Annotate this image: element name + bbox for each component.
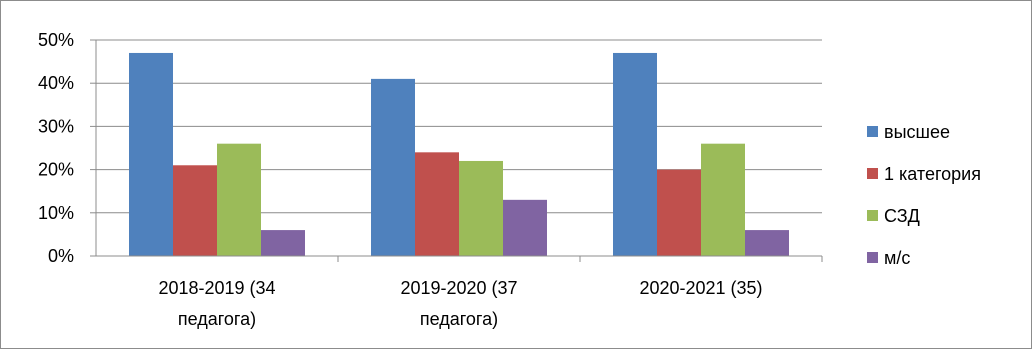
x-tick-labels: 2018-2019 (34 педагога) 2019-2020 (37 педаг… <box>158 278 762 329</box>
bar-4-2 <box>503 199 547 256</box>
bar-4-3 <box>745 230 789 256</box>
bar-3-1 <box>217 143 261 256</box>
legend-label-1: высшее <box>884 122 950 142</box>
axes <box>90 39 823 262</box>
y-tick-label: 0% <box>48 246 74 266</box>
legend-swatch-1 <box>867 126 878 137</box>
x-tick-label: 2019-2020 (37 <box>400 278 517 298</box>
legend-label-2: 1 категория <box>884 164 981 184</box>
bars <box>129 52 789 257</box>
y-tick-label: 20% <box>38 160 74 180</box>
legend-swatch-2 <box>867 168 878 179</box>
y-tick-labels: 0% 10% 20% 30% 40% 50% <box>38 30 74 266</box>
y-tick-label: 30% <box>38 116 74 136</box>
x-tick-label: 2020-2021 (35) <box>639 278 762 298</box>
legend-label-3: СЗД <box>884 206 920 226</box>
x-tick-label: педагога) <box>178 309 256 329</box>
bar-1-1 <box>129 52 173 257</box>
x-tick-label: педагога) <box>420 309 498 329</box>
bar-1-3 <box>613 52 657 257</box>
bar-2-1 <box>173 165 217 256</box>
y-tick-label: 40% <box>38 73 74 93</box>
bar-1-2 <box>371 78 415 256</box>
y-tick-label: 50% <box>38 30 74 50</box>
y-tick-label: 10% <box>38 203 74 223</box>
bar-2-3 <box>657 169 701 256</box>
legend: высшее 1 категория СЗД м/с <box>867 122 981 268</box>
bar-3-3 <box>701 143 745 256</box>
bar-2-2 <box>415 152 459 256</box>
x-tick-label: 2018-2019 (34 <box>158 278 275 298</box>
legend-swatch-4 <box>867 252 878 263</box>
legend-swatch-3 <box>867 210 878 221</box>
bar-4-1 <box>261 230 305 256</box>
legend-label-4: м/с <box>884 248 910 268</box>
bar-3-2 <box>459 160 503 256</box>
